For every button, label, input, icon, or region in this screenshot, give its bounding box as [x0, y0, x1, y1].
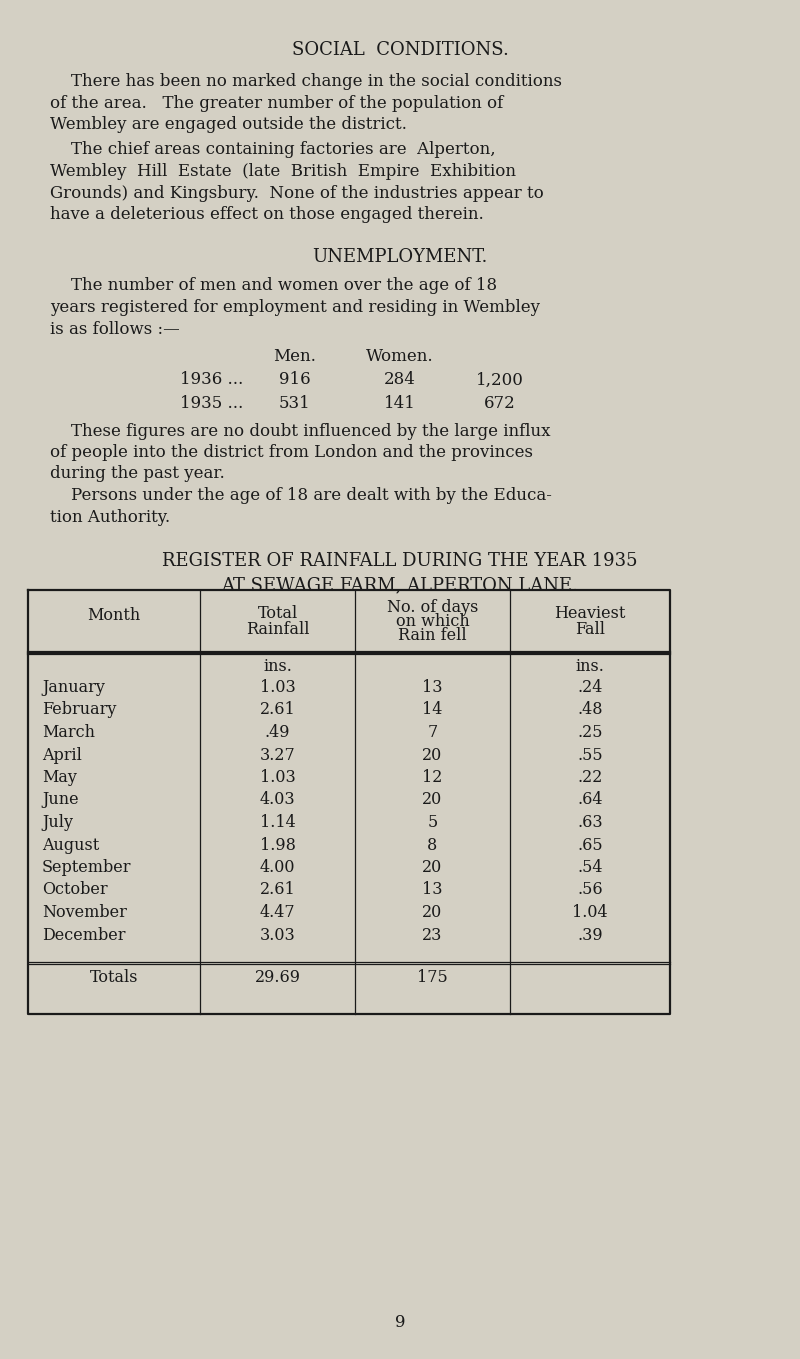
Text: 1936 ...: 1936 ... — [180, 371, 243, 389]
Text: No. of days: No. of days — [387, 598, 478, 616]
Text: September: September — [42, 859, 131, 877]
Text: SOCIAL  CONDITIONS.: SOCIAL CONDITIONS. — [291, 41, 509, 58]
Text: UNEMPLOYMENT.: UNEMPLOYMENT. — [312, 247, 488, 265]
Text: July: July — [42, 814, 73, 830]
Text: .56: .56 — [577, 882, 603, 898]
Text: Wembley  Hill  Estate  (late  British  Empire  Exhibition: Wembley Hill Estate (late British Empire… — [50, 163, 516, 179]
Text: Grounds) and Kingsbury.  None of the industries appear to: Grounds) and Kingsbury. None of the indu… — [50, 185, 544, 201]
Text: March: March — [42, 724, 95, 741]
Text: .54: .54 — [578, 859, 602, 877]
Text: The number of men and women over the age of 18: The number of men and women over the age… — [50, 277, 497, 295]
Text: Men.: Men. — [274, 348, 317, 366]
Text: 13: 13 — [422, 680, 442, 696]
Text: Total: Total — [258, 605, 298, 621]
Text: 4.00: 4.00 — [260, 859, 295, 877]
Text: of people into the district from London and the provinces: of people into the district from London … — [50, 444, 533, 461]
Text: 4.47: 4.47 — [260, 904, 295, 921]
Text: during the past year.: during the past year. — [50, 466, 225, 482]
Text: Totals: Totals — [90, 969, 138, 987]
Text: 13: 13 — [422, 882, 442, 898]
Text: 1935 ...: 1935 ... — [180, 395, 243, 412]
Text: 20: 20 — [422, 746, 442, 764]
Text: Wembley are engaged outside the district.: Wembley are engaged outside the district… — [50, 116, 407, 133]
Text: REGISTER OF RAINFALL DURING THE YEAR 1935: REGISTER OF RAINFALL DURING THE YEAR 193… — [162, 552, 638, 569]
Text: .49: .49 — [265, 724, 290, 741]
Text: 20: 20 — [422, 791, 442, 809]
Text: .25: .25 — [578, 724, 602, 741]
Text: .65: .65 — [577, 837, 603, 853]
Text: August: August — [42, 837, 99, 853]
Text: 916: 916 — [279, 371, 311, 389]
Text: Fall: Fall — [575, 621, 605, 637]
Text: December: December — [42, 927, 126, 943]
Text: ins.: ins. — [263, 658, 292, 675]
Text: 7: 7 — [427, 724, 438, 741]
Text: 531: 531 — [279, 395, 311, 412]
Text: .64: .64 — [578, 791, 602, 809]
Text: 20: 20 — [422, 904, 442, 921]
Text: of the area.   The greater number of the population of: of the area. The greater number of the p… — [50, 95, 503, 111]
Text: 29.69: 29.69 — [254, 969, 301, 987]
Text: 12: 12 — [422, 769, 442, 786]
Text: There has been no marked change in the social conditions: There has been no marked change in the s… — [50, 73, 562, 90]
Text: 5: 5 — [427, 814, 438, 830]
Text: Rainfall: Rainfall — [246, 621, 310, 637]
Text: 3.03: 3.03 — [260, 927, 295, 943]
Text: 1,200: 1,200 — [476, 371, 524, 389]
Text: years registered for employment and residing in Wembley: years registered for employment and resi… — [50, 299, 540, 317]
Text: 14: 14 — [422, 701, 442, 719]
Text: 1.04: 1.04 — [572, 904, 608, 921]
Text: .55: .55 — [577, 746, 603, 764]
Text: Heaviest: Heaviest — [554, 605, 626, 621]
Text: on which: on which — [396, 613, 470, 629]
Text: ins.: ins. — [575, 658, 605, 675]
Text: tion Authority.: tion Authority. — [50, 508, 170, 526]
Text: 3.27: 3.27 — [260, 746, 295, 764]
Text: Persons under the age of 18 are dealt with by the Educa-: Persons under the age of 18 are dealt wi… — [50, 487, 552, 504]
Text: 1.14: 1.14 — [260, 814, 295, 830]
Text: October: October — [42, 882, 108, 898]
Text: is as follows :—: is as follows :— — [50, 321, 180, 337]
Text: 2.61: 2.61 — [260, 701, 295, 719]
Text: 20: 20 — [422, 859, 442, 877]
Text: AT SEWAGE FARM, ALPERTON LANE.: AT SEWAGE FARM, ALPERTON LANE. — [222, 576, 578, 594]
Text: .48: .48 — [578, 701, 602, 719]
Text: 2.61: 2.61 — [260, 882, 295, 898]
Text: April: April — [42, 746, 82, 764]
Text: 141: 141 — [384, 395, 416, 412]
Text: Month: Month — [87, 606, 141, 624]
Text: 672: 672 — [484, 395, 516, 412]
Text: 1.03: 1.03 — [260, 769, 295, 786]
Text: June: June — [42, 791, 78, 809]
Text: 1.03: 1.03 — [260, 680, 295, 696]
Text: .22: .22 — [578, 769, 602, 786]
Text: The chief areas containing factories are  Alperton,: The chief areas containing factories are… — [50, 141, 496, 159]
Text: .39: .39 — [577, 927, 603, 943]
Text: 284: 284 — [384, 371, 416, 389]
Text: November: November — [42, 904, 127, 921]
Text: 9: 9 — [394, 1314, 406, 1330]
Text: 175: 175 — [417, 969, 448, 987]
Text: 1.98: 1.98 — [259, 837, 295, 853]
Text: Rain fell: Rain fell — [398, 626, 467, 644]
Text: May: May — [42, 769, 77, 786]
Text: .63: .63 — [577, 814, 603, 830]
Text: February: February — [42, 701, 116, 719]
Text: .24: .24 — [578, 680, 602, 696]
Text: Women.: Women. — [366, 348, 434, 366]
Text: 23: 23 — [422, 927, 442, 943]
Text: 4.03: 4.03 — [260, 791, 295, 809]
Text: These figures are no doubt influenced by the large influx: These figures are no doubt influenced by… — [50, 423, 550, 439]
Text: 8: 8 — [427, 837, 438, 853]
Text: January: January — [42, 680, 105, 696]
Text: have a deleterious effect on those engaged therein.: have a deleterious effect on those engag… — [50, 207, 484, 223]
